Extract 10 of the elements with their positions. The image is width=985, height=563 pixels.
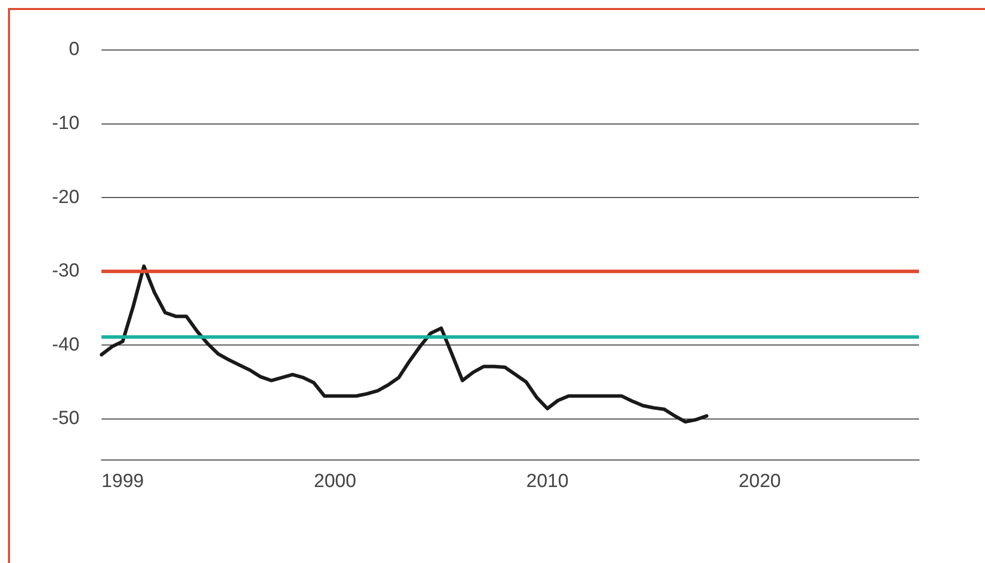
y-tick-label: -30: [52, 260, 80, 282]
x-tick-label: 2010: [526, 470, 569, 492]
y-tick-label: -50: [52, 408, 80, 430]
x-tick-label: 1999: [102, 470, 144, 492]
y-tick-label: -20: [52, 186, 80, 208]
x-tick-label: 2000: [314, 470, 356, 492]
y-tick-label: 0: [68, 39, 80, 60]
y-tick-label: -10: [52, 113, 80, 134]
y-tick-label: -40: [52, 334, 80, 356]
x-tick-label: 2020: [738, 470, 781, 492]
